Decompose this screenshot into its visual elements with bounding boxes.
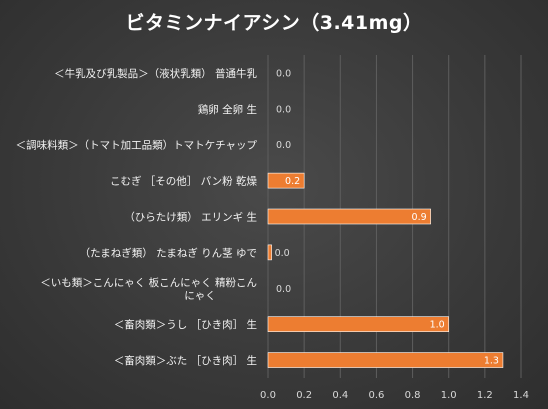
data-label: 1.0: [430, 320, 445, 331]
data-label: 0.9: [412, 212, 427, 223]
data-label: 0.2: [285, 176, 300, 187]
category-label: 鶏卵 全卵 生: [198, 103, 257, 116]
category-label: ＜いも類＞こんにゃく 板こんにゃく 精粉こん: [40, 276, 257, 289]
category-label: ＜調味料類＞（トマト加工品類）トマトケチャップ: [16, 139, 258, 152]
x-tick-label: 1.2: [477, 390, 493, 401]
bar: [267, 208, 431, 225]
data-label: 0.0: [276, 284, 291, 295]
x-tick-label: 0.2: [296, 390, 312, 401]
category-label: （ひらたけ類） エリンギ 生: [124, 211, 257, 224]
bar: [267, 244, 272, 261]
data-label: 0.0: [276, 104, 291, 115]
chart-title: ビタミンナイアシン（3.41mg）: [125, 12, 423, 34]
category-label: こむぎ ［その他］ パン粉 乾燥: [110, 175, 258, 188]
x-tick-label: 0.4: [332, 390, 348, 401]
bar: [267, 352, 504, 368]
category-label: ＜畜肉類＞ぶた ［ひき肉］ 生: [114, 354, 257, 367]
category-label: ＜牛乳及び乳製品＞（液状乳類） 普通牛乳: [54, 67, 257, 80]
category-label: にゃく: [184, 290, 216, 302]
category-label: ＜畜肉類＞うし ［ひき肉］ 生: [114, 318, 257, 331]
x-tick-label: 0.6: [368, 390, 384, 401]
x-tick-label: 0.8: [405, 390, 421, 401]
data-label: 0.0: [276, 140, 291, 151]
x-tick-label: 1.0: [441, 390, 457, 401]
x-tick-label: 1.4: [513, 390, 529, 401]
bar: [267, 172, 305, 189]
x-tick-label: 0.0: [260, 390, 276, 401]
bar: [267, 316, 450, 332]
data-label: 0.0: [275, 248, 290, 259]
data-label: 1.3: [484, 356, 499, 367]
category-label: （たまねぎ類） たまねぎ りん茎 ゆで: [80, 246, 257, 259]
data-label: 0.0: [276, 68, 291, 79]
